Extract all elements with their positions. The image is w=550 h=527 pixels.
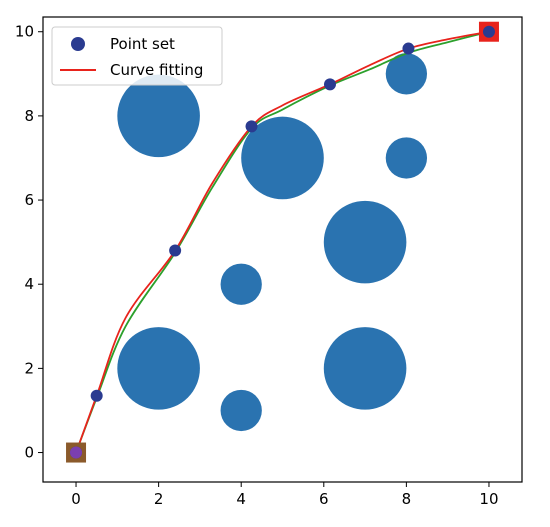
obstacle-circle bbox=[117, 74, 200, 158]
x-tick-label: 10 bbox=[479, 490, 498, 508]
start-point-dot bbox=[70, 446, 83, 459]
x-tick-label: 4 bbox=[236, 490, 246, 508]
obstacle-circle bbox=[117, 327, 200, 410]
point-set-marker bbox=[323, 78, 336, 91]
y-tick-label: 10 bbox=[15, 23, 34, 41]
point-set-marker bbox=[482, 25, 495, 38]
legend-label-point-set: Point set bbox=[110, 35, 175, 53]
y-tick-label: 6 bbox=[24, 191, 34, 209]
point-set-marker bbox=[90, 389, 103, 402]
x-tick-label: 8 bbox=[402, 490, 412, 508]
y-tick-label: 0 bbox=[24, 444, 34, 462]
legend: Point set Curve fitting bbox=[51, 26, 223, 86]
y-tick-label: 4 bbox=[24, 275, 34, 293]
obstacle-circle bbox=[323, 327, 407, 410]
y-tick-label: 2 bbox=[24, 359, 34, 377]
obstacle-circle bbox=[323, 200, 407, 284]
x-tick-label: 2 bbox=[154, 490, 164, 508]
markers-layer bbox=[66, 21, 499, 463]
point-set-marker bbox=[169, 244, 182, 257]
y-tick-label: 8 bbox=[24, 107, 34, 125]
plot-frame bbox=[42, 16, 523, 483]
point-set-marker bbox=[245, 120, 258, 133]
obstacle-circle bbox=[241, 116, 324, 200]
ticks-layer: 0 2 4 6 8 10 0 2 4 6 8 10 bbox=[15, 23, 499, 508]
obstacle-circle bbox=[220, 263, 262, 305]
obstacle-circle bbox=[220, 389, 262, 432]
obstacle-circle bbox=[385, 137, 428, 179]
x-tick-label: 6 bbox=[319, 490, 329, 508]
legend-label-curve-fitting: Curve fitting bbox=[110, 61, 203, 79]
point-set-marker bbox=[402, 42, 415, 55]
obstacle-circle bbox=[385, 53, 428, 95]
obstacles-layer bbox=[117, 53, 428, 432]
x-tick-label: 0 bbox=[71, 490, 81, 508]
legend-marker-point-set bbox=[71, 37, 85, 51]
